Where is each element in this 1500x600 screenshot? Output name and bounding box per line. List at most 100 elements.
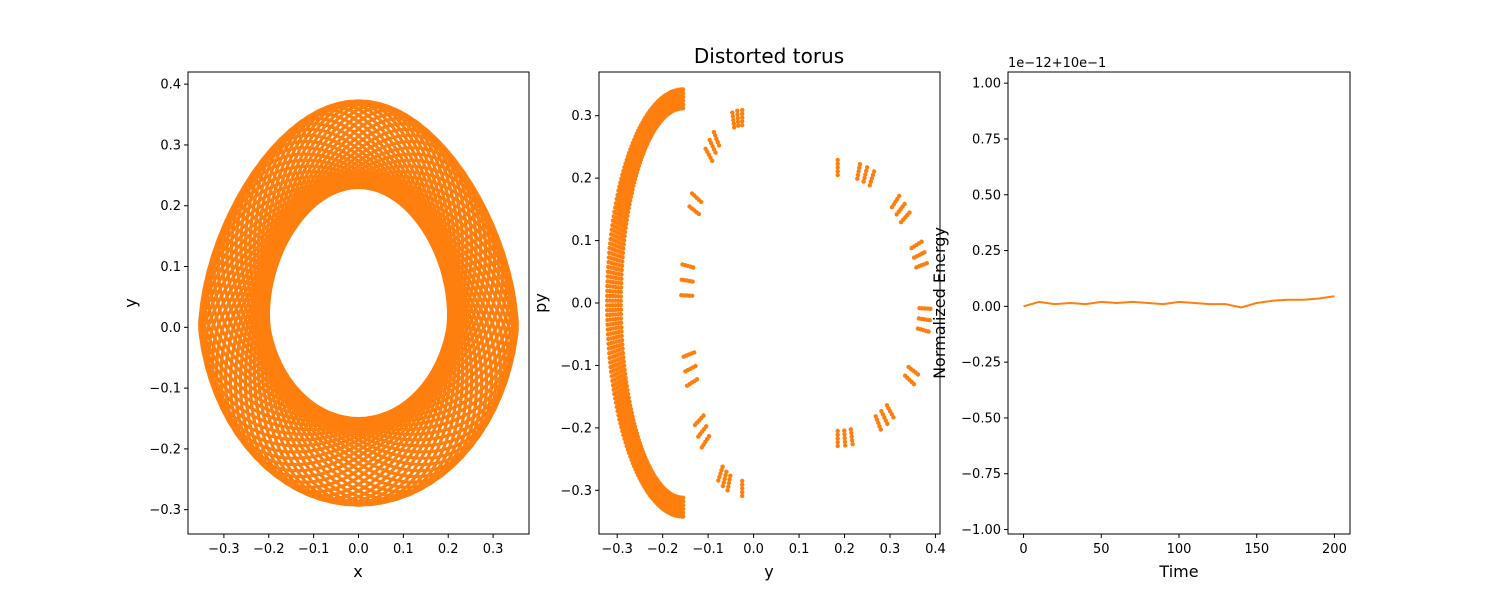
ring-point — [878, 427, 883, 432]
ring-point — [680, 506, 686, 512]
ring-point — [728, 473, 733, 478]
ring-point — [625, 447, 631, 452]
ring-point — [613, 201, 619, 206]
ring-point — [605, 327, 610, 332]
ring-point — [613, 396, 618, 401]
y-tick-label: −1.00 — [961, 523, 1001, 538]
ring-point — [719, 467, 724, 473]
ring-point — [740, 493, 745, 499]
ring-point — [605, 303, 610, 308]
y-tick-label: 0.1 — [571, 234, 592, 249]
ring-point — [735, 108, 740, 113]
ring-point — [928, 306, 933, 311]
x-axis-label: x — [353, 562, 362, 581]
ring-point — [699, 445, 704, 450]
ring-point — [605, 317, 610, 323]
ring-point — [835, 440, 840, 445]
ring-point — [870, 172, 876, 178]
x-tick-label: −0.1 — [692, 542, 724, 557]
ring-point — [605, 279, 610, 284]
ring-point — [855, 176, 860, 181]
ring-point — [848, 427, 853, 432]
panel-y-vs-py: −0.3 −0.2 −0.1 0.0 0.1 0.2 0.3 0.4 −0.3 −0.2 −0.1… — [531, 71, 946, 581]
ring-point — [608, 236, 613, 242]
y-tick-label: −0.2 — [149, 442, 181, 457]
ring-point — [740, 486, 745, 491]
x-tick-label: −0.3 — [601, 542, 633, 557]
series-normalized-energy — [1023, 295, 1335, 309]
ring-point — [735, 119, 741, 125]
torus-ring-3 — [835, 157, 933, 449]
ring-point — [715, 139, 720, 145]
ring-point — [732, 125, 737, 130]
ring-point — [614, 404, 619, 410]
ring-point — [873, 414, 878, 419]
x-tick-label: −0.2 — [253, 542, 285, 557]
ring-point — [605, 308, 610, 313]
ring-point — [605, 274, 610, 279]
ring-point — [718, 471, 723, 476]
ring-point — [629, 457, 634, 462]
y-tick-label: 0.4 — [160, 78, 181, 93]
ring-point — [707, 137, 712, 143]
ring-point — [622, 165, 627, 170]
ring-point — [605, 298, 610, 303]
energy-line — [1023, 295, 1335, 309]
ring-point — [692, 422, 698, 428]
ring-point — [864, 168, 869, 174]
y-tick-label: 0.1 — [160, 260, 181, 275]
ring-point — [871, 169, 877, 174]
ring-point — [723, 473, 728, 478]
ring-point — [611, 387, 616, 392]
ring-point — [864, 165, 870, 170]
ring-point — [868, 179, 873, 184]
ring-point — [622, 436, 627, 441]
ring-point — [609, 227, 614, 232]
ring-point — [626, 450, 632, 456]
ring-point — [874, 417, 880, 422]
ring-point — [606, 264, 611, 270]
x-tick-label: 0.4 — [925, 542, 946, 557]
ring-point — [628, 147, 633, 152]
ring-point — [619, 425, 624, 430]
ring-point — [835, 443, 840, 449]
ring-point — [922, 250, 927, 255]
ring-point — [897, 193, 902, 199]
panel-energy: 0 50 100 150 200 −1.00 −0.75 −0.50 −0.25 0.00 0.2… — [930, 56, 1351, 581]
ring-point — [911, 382, 917, 387]
ring-point — [621, 168, 626, 174]
ring-point — [610, 218, 616, 223]
ring-point — [726, 480, 732, 486]
ring-point — [617, 417, 622, 422]
ring-point — [862, 175, 867, 181]
ring-point — [919, 239, 924, 244]
ring-point — [877, 424, 882, 429]
ring-point — [610, 383, 616, 388]
y-axis-ticks: −1.00 −0.75 −0.50 −0.25 0.00 0.25 0.50 0.75 1.00 — [961, 77, 1008, 538]
ring-point — [618, 180, 623, 185]
ring-point — [843, 443, 848, 448]
ring-point — [608, 241, 613, 246]
x-tick-label: 150 — [1244, 542, 1269, 557]
ring-point — [849, 434, 854, 439]
ring-point — [713, 133, 718, 138]
ring-point — [696, 434, 701, 439]
y-tick-label: 0.3 — [160, 138, 181, 153]
ring-point — [849, 430, 854, 436]
ring-point — [842, 428, 847, 433]
ring-point — [623, 440, 628, 445]
ring-point — [856, 169, 861, 174]
ring-point — [720, 483, 726, 489]
ring-point — [609, 369, 614, 374]
x-tick-label: 0.3 — [880, 542, 901, 557]
ring-point — [727, 477, 732, 482]
ring-point — [612, 391, 617, 397]
x-axis-ticks: −0.3 −0.2 −0.1 0.0 0.1 0.2 0.3 — [208, 534, 503, 557]
ring-point — [891, 415, 896, 420]
ring-point — [915, 372, 921, 377]
ring-point — [630, 140, 636, 146]
y-tick-label: 0.50 — [972, 188, 1001, 203]
ring-point — [679, 293, 684, 298]
ring-point — [608, 360, 613, 365]
